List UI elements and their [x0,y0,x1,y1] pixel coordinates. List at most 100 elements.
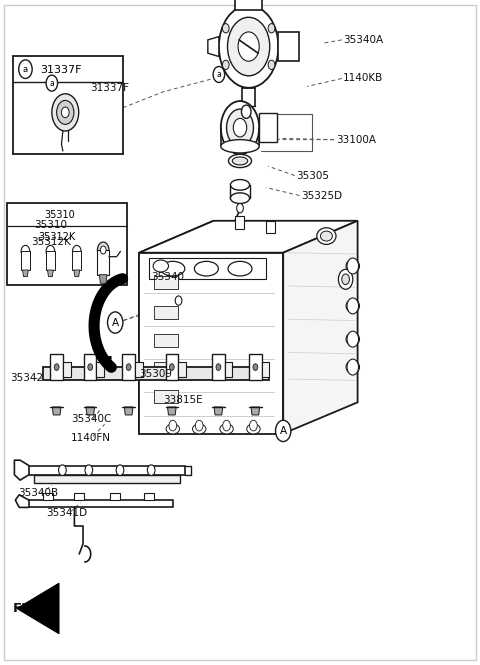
Circle shape [237,203,243,213]
Circle shape [46,245,55,257]
Text: 35340A: 35340A [343,35,384,45]
Ellipse shape [192,424,206,434]
Text: 31337F: 31337F [40,65,81,75]
Circle shape [219,5,278,88]
Bar [212,354,225,380]
Ellipse shape [232,157,248,165]
Bar [50,354,63,380]
Text: 35310: 35310 [45,210,75,221]
Bar [249,354,262,380]
Ellipse shape [317,227,336,244]
Circle shape [347,258,359,274]
Circle shape [250,420,257,431]
Bar [259,113,277,142]
Text: FR.: FR. [13,602,38,615]
Circle shape [147,465,155,475]
Polygon shape [283,221,358,434]
Polygon shape [43,367,269,380]
Polygon shape [251,407,260,415]
Circle shape [97,242,109,258]
Polygon shape [23,270,28,277]
Circle shape [169,420,177,431]
Circle shape [85,360,95,374]
Polygon shape [86,407,95,415]
Bar [97,250,109,275]
Circle shape [57,100,74,124]
Bar [235,0,262,10]
Circle shape [222,23,229,33]
Ellipse shape [346,299,360,313]
Circle shape [342,274,349,285]
Circle shape [222,60,229,69]
Bar [178,362,186,377]
Circle shape [85,465,93,475]
Polygon shape [74,493,84,500]
Bar [21,251,30,270]
Circle shape [167,360,177,374]
Text: 1140FN: 1140FN [71,432,111,443]
Text: 35325D: 35325D [301,190,343,201]
Polygon shape [110,493,120,500]
Circle shape [19,60,32,78]
Ellipse shape [346,360,360,374]
Text: 31337F: 31337F [90,82,129,93]
Bar [122,354,135,380]
Circle shape [21,245,30,257]
Text: 35312K: 35312K [31,237,71,247]
Polygon shape [124,407,133,415]
Circle shape [253,364,258,370]
Circle shape [72,245,81,257]
Text: 35305: 35305 [297,170,330,181]
Text: 33100A: 33100A [336,134,376,145]
Circle shape [347,331,359,347]
Circle shape [169,364,174,370]
Polygon shape [29,465,185,475]
Ellipse shape [346,259,360,273]
Bar [166,354,178,380]
Text: 35341D: 35341D [46,508,87,519]
Ellipse shape [321,231,333,241]
Circle shape [228,17,270,76]
Bar [72,251,81,270]
Bar [154,334,178,347]
Ellipse shape [161,261,185,276]
Text: 35310: 35310 [35,219,68,230]
Text: 35309: 35309 [139,368,172,379]
Circle shape [214,360,223,374]
Polygon shape [168,407,176,415]
Bar [46,251,55,270]
Circle shape [241,105,251,118]
Ellipse shape [346,332,360,346]
Polygon shape [139,221,214,434]
Bar [266,221,275,233]
Circle shape [46,75,58,91]
Polygon shape [214,407,223,415]
Bar [13,56,123,154]
Text: 35342: 35342 [11,372,44,383]
Text: A: A [112,317,119,328]
Circle shape [52,360,61,374]
Circle shape [338,269,353,289]
Ellipse shape [166,424,180,434]
Ellipse shape [230,193,250,203]
Bar [262,362,269,377]
Circle shape [61,107,69,118]
Bar [7,203,127,285]
Bar [278,32,299,61]
Circle shape [100,246,106,254]
Polygon shape [34,475,180,483]
Ellipse shape [247,424,260,434]
Ellipse shape [221,140,259,153]
Text: 35340: 35340 [151,272,184,283]
Ellipse shape [220,424,233,434]
Polygon shape [48,270,53,277]
Ellipse shape [230,180,250,190]
Polygon shape [144,493,154,500]
Polygon shape [149,258,266,279]
Bar [154,276,178,289]
Circle shape [59,465,66,475]
Circle shape [52,94,79,131]
Circle shape [126,364,131,370]
Bar [63,362,71,377]
Circle shape [195,420,203,431]
